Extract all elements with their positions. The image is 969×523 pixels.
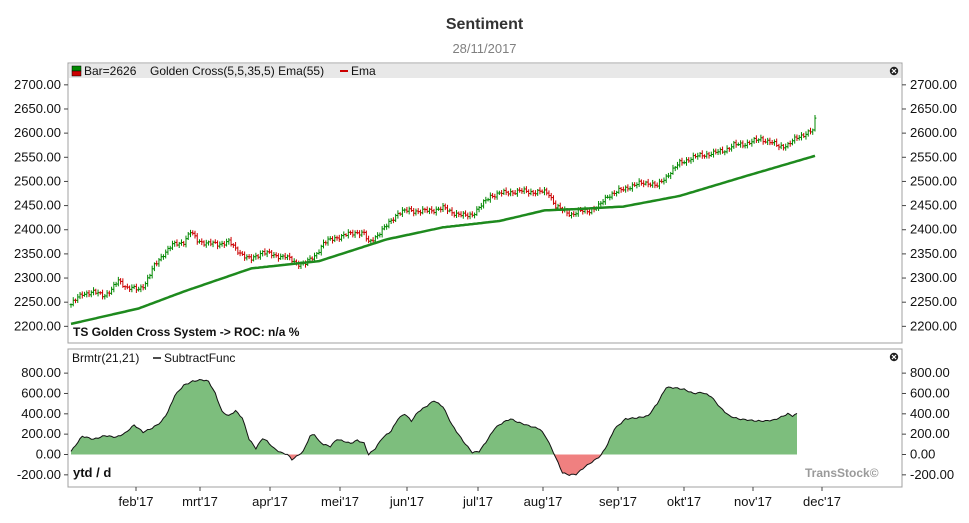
price-y-tick-label: 2300.00	[14, 270, 61, 285]
bar-value-label: Bar=2626	[84, 64, 137, 78]
bar-color-swatch-icon-down	[71, 70, 82, 77]
oscillator-y-tick-label: 200.00	[910, 426, 950, 441]
close-icon[interactable]	[891, 354, 897, 360]
oscillator-y-tick-label: -200.00	[910, 467, 954, 482]
price-y-tick-label: 2600.00	[14, 125, 61, 140]
price-panel-legend-bar	[69, 64, 901, 78]
price-annotation: TS Golden Cross System -> ROC: n/a %	[73, 325, 300, 339]
x-tick-label: feb'17	[118, 494, 153, 509]
x-tick-label: apr'17	[252, 494, 288, 509]
price-y-tick-label: 2700.00	[910, 77, 957, 92]
oscillator-y-tick-label: 600.00	[21, 385, 61, 400]
watermark: TransStock©	[805, 466, 879, 480]
x-tick-label: okt'17	[667, 494, 701, 509]
x-tick-label: aug'17	[524, 494, 563, 509]
oscillator-legend: Brmtr(21,21) SubtractFunc	[72, 351, 235, 365]
oscillator-y-tick-label: 400.00	[21, 406, 61, 421]
price-y-tick-label: 2500.00	[14, 173, 61, 188]
price-y-tick-label: 2500.00	[910, 173, 957, 188]
price-y-tick-label: 2200.00	[910, 318, 957, 333]
oscillator-y-tick-label: 200.00	[21, 426, 61, 441]
oscillator-line	[70, 378, 798, 476]
price-close-button[interactable]	[889, 66, 899, 76]
price-bars	[69, 115, 817, 308]
x-tick-label: jul'17	[462, 494, 493, 509]
oscillator-y-tick-label: 0.00	[910, 446, 935, 461]
price-y-tick-label: 2350.00	[14, 246, 61, 261]
oscillator-panel: -200.00 0.00 200.00 400.00 600.00 800.00 -200…	[17, 348, 954, 488]
price-y-axis-right: 2200.00 2250.00 2300.00 2350.00 2400.00 2450.…	[902, 77, 957, 333]
price-y-tick-label: 2450.00	[14, 198, 61, 213]
x-tick-label: sep'17	[599, 494, 637, 509]
price-y-tick-label: 2650.00	[910, 101, 957, 116]
price-y-tick-label: 2400.00	[910, 222, 957, 237]
oscillator-y-tick-label: 400.00	[910, 406, 950, 421]
price-y-tick-label: 2250.00	[910, 294, 957, 309]
price-y-tick-label: 2700.00	[14, 77, 61, 92]
ema-line	[70, 154, 816, 326]
oscillator-y-tick-label: 800.00	[21, 365, 61, 380]
price-indicator-label: Golden Cross(5,5,35,5) Ema(55)	[150, 64, 324, 78]
oscillator-y-tick-label: -200.00	[17, 467, 61, 482]
x-tick-label: nov'17	[734, 494, 772, 509]
oscillator-func-label: SubtractFunc	[164, 351, 235, 365]
oscillator-y-tick-label: 0.00	[36, 446, 61, 461]
price-y-tick-label: 2550.00	[910, 149, 957, 164]
x-tick-label: mrt'17	[182, 494, 218, 509]
price-y-tick-label: 2550.00	[14, 149, 61, 164]
page-title: Sentiment	[445, 16, 524, 33]
price-panel-frame	[67, 62, 903, 344]
ema-legend-label: Ema	[351, 64, 376, 78]
oscillator-close-button[interactable]	[889, 352, 899, 362]
price-legend: Bar=2626 Golden Cross(5,5,35,5) Ema(55) …	[71, 64, 376, 78]
price-panel: 2200.00 2250.00 2300.00 2350.00 2400.00 2450.…	[14, 62, 957, 344]
price-y-axis-left: 2200.00 2250.00 2300.00 2350.00 2400.00 2450.…	[14, 77, 68, 333]
x-axis: feb'17 mrt'17 apr'17 mei'17 jun'17 jul'17 aug'…	[118, 487, 841, 509]
bar-color-swatch-icon	[71, 65, 82, 72]
oscillator-y-tick-label: 600.00	[910, 385, 950, 400]
x-tick-label: mei'17	[321, 494, 359, 509]
oscillator-y-axis-left: -200.00 0.00 200.00 400.00 600.00 800.00	[17, 365, 68, 482]
price-y-tick-label: 2600.00	[910, 125, 957, 140]
oscillator-y-axis-right: -200.00 0.00 200.00 400.00 600.00 800.00	[902, 365, 954, 482]
x-tick-label: dec'17	[803, 494, 841, 509]
x-tick-label: jun'17	[389, 494, 424, 509]
price-y-tick-label: 2350.00	[910, 246, 957, 261]
price-y-tick-label: 2250.00	[14, 294, 61, 309]
oscillator-positive-area	[71, 379, 797, 455]
price-y-tick-label: 2400.00	[14, 222, 61, 237]
oscillator-annotation: ytd / d	[73, 465, 111, 480]
price-y-tick-label: 2650.00	[14, 101, 61, 116]
close-icon[interactable]	[891, 68, 897, 74]
price-y-tick-label: 2450.00	[910, 198, 957, 213]
price-y-tick-label: 2200.00	[14, 318, 61, 333]
price-y-tick-label: 2300.00	[910, 270, 957, 285]
page-date: 28/11/2017	[452, 41, 517, 56]
oscillator-indicator-label: Brmtr(21,21)	[72, 351, 139, 365]
oscillator-y-tick-label: 800.00	[910, 365, 950, 380]
